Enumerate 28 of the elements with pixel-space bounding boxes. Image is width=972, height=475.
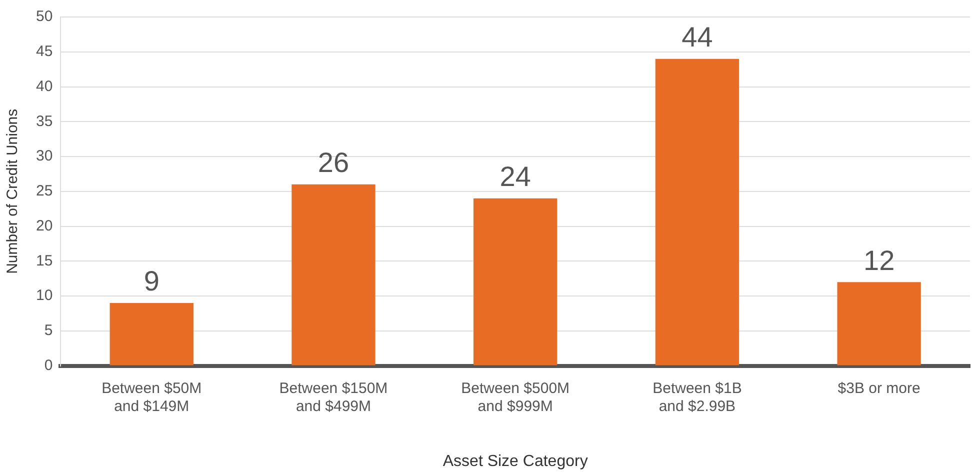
y-tick-label: 50 (36, 8, 53, 26)
bar (292, 184, 376, 366)
x-tick-label: Between $500M and $999M (461, 380, 570, 415)
bar (837, 282, 921, 366)
y-tick-label: 10 (36, 287, 53, 304)
data-label: 24 (500, 161, 531, 192)
data-label: 44 (682, 22, 713, 53)
y-axis-title: Number of Credit Unions (4, 108, 22, 274)
x-tick-label: Between $150M and $499M (279, 380, 388, 415)
y-tick-label: 40 (36, 78, 53, 95)
x-axis-title: Asset Size Category (442, 452, 588, 470)
bar (474, 198, 558, 366)
x-tick-label: Between $1B and $2.99B (652, 380, 742, 415)
data-label: 26 (318, 147, 350, 178)
y-tick-label: 45 (36, 43, 53, 60)
data-label: 12 (863, 244, 895, 276)
y-tick-label: 15 (36, 252, 53, 270)
bar (655, 58, 740, 366)
y-tick-label: 35 (36, 112, 53, 130)
y-tick-label: 20 (36, 217, 53, 234)
y-tick-label: 0 (44, 356, 53, 374)
y-tick-label: 5 (44, 322, 53, 340)
x-tick-label: Between $50M and $149M (102, 380, 202, 415)
bar (110, 303, 194, 366)
x-tick-label: $3B or more (838, 380, 920, 397)
y-tick-label: 30 (36, 148, 53, 165)
data-label: 9 (144, 266, 160, 297)
y-tick-label: 25 (36, 182, 53, 200)
